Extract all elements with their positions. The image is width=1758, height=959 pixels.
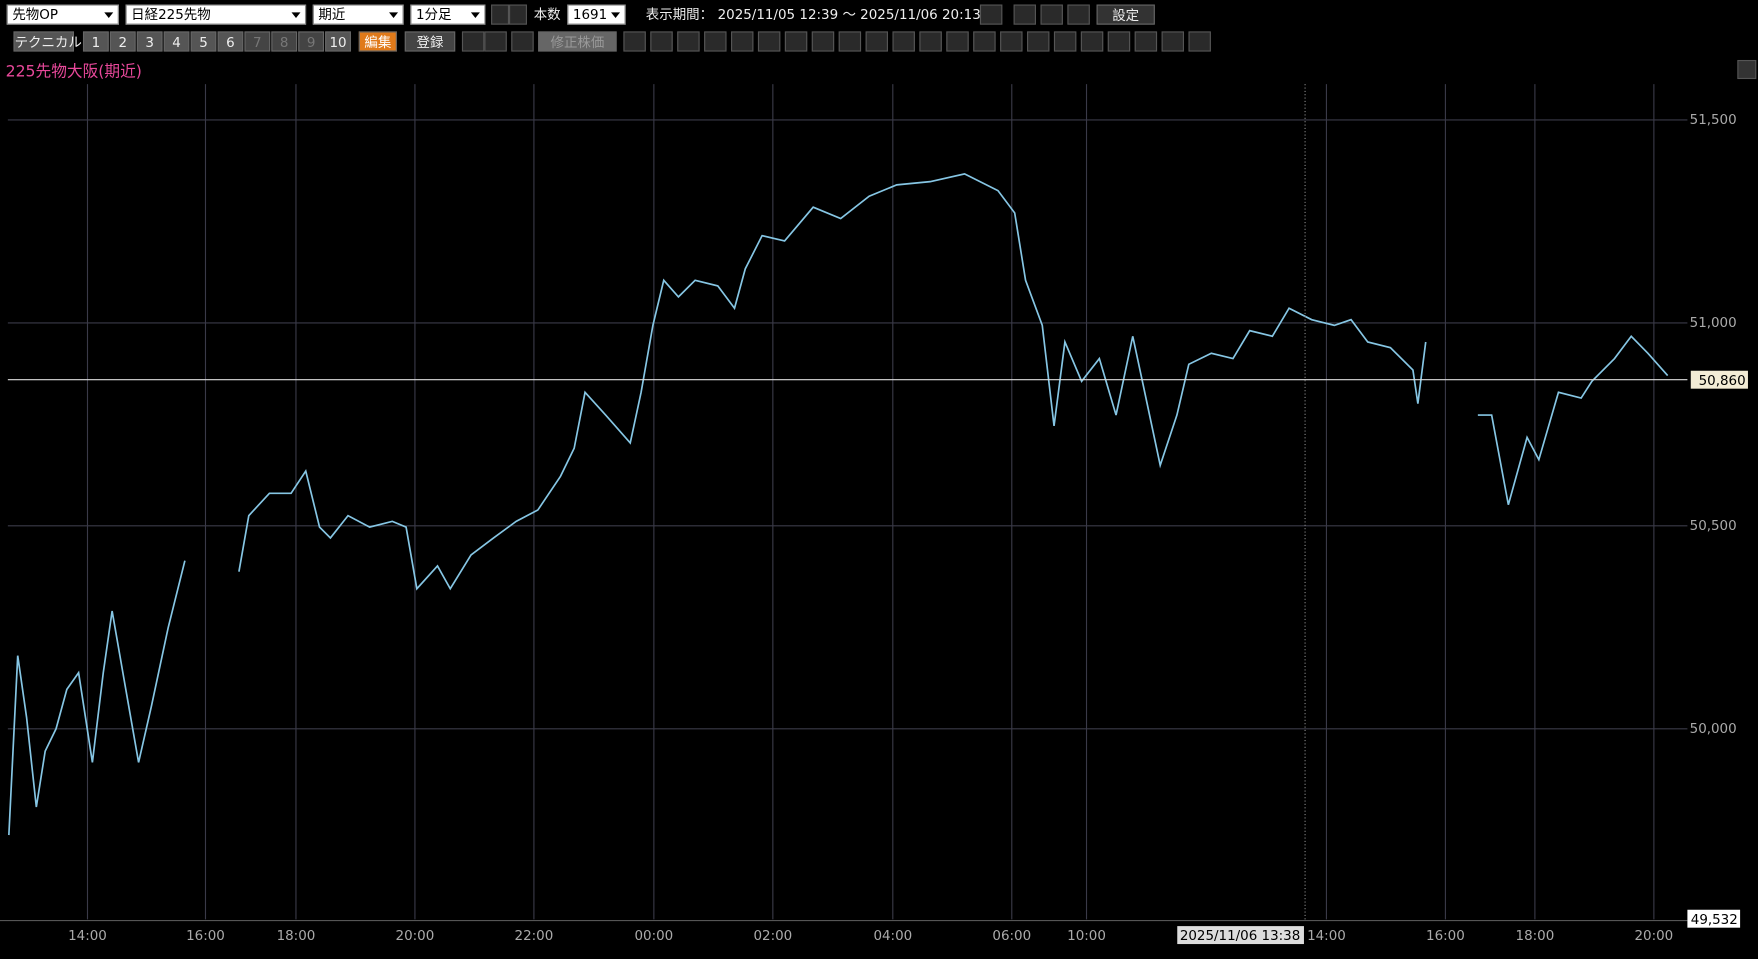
tool-icon[interactable] — [1107, 31, 1131, 52]
x-tick-label: 10:00 — [1067, 929, 1106, 944]
prev-button[interactable] — [491, 4, 510, 25]
min-box — [1687, 909, 1741, 928]
y-tick-label: 50,500 — [1690, 519, 1737, 534]
tool-icon[interactable] — [919, 31, 942, 52]
period: 2025/11/05 12:39 ～ 2025/11/06 20:13 — [717, 6, 981, 23]
y-tick-label: 51,500 — [1690, 113, 1737, 128]
tool-icon[interactable] — [704, 31, 727, 52]
x-tick-label: 00:00 — [635, 929, 674, 944]
number-button[interactable]: 3 — [136, 31, 163, 52]
select[interactable]: 日経225先物 — [125, 4, 307, 25]
x-tick-label: 14:00 — [68, 929, 107, 944]
tool-icon[interactable] — [1080, 31, 1104, 52]
tool-icon[interactable] — [677, 31, 700, 52]
chart-title: 225先物大阪(期近) — [6, 61, 142, 80]
crosshair-box — [1177, 926, 1304, 945]
register-button[interactable]: 登録 — [404, 31, 456, 52]
icon-button[interactable] — [1040, 4, 1063, 25]
tool-icon[interactable] — [892, 31, 915, 52]
count-label: 本数 — [533, 6, 561, 23]
number-button[interactable]: 10 — [325, 31, 351, 52]
tool-icon[interactable] — [757, 31, 781, 52]
select[interactable]: 期近 — [312, 4, 404, 25]
last-price-box — [1690, 370, 1748, 389]
tool-icon[interactable] — [973, 31, 996, 52]
select[interactable]: 1分足 — [410, 4, 486, 25]
tool-icon[interactable] — [865, 31, 888, 52]
x-tick-label: 18:00 — [1516, 929, 1555, 944]
tool-icon[interactable] — [623, 31, 646, 52]
x-tick-label: 18:00 — [277, 929, 316, 944]
last-price-label: 50,860 — [1699, 374, 1746, 389]
number-button[interactable]: 4 — [163, 31, 190, 52]
icon-button[interactable] — [979, 4, 1003, 25]
tool-icon[interactable] — [811, 31, 835, 52]
icon-button[interactable] — [511, 31, 534, 52]
x-tick-label: 16:00 — [1426, 929, 1465, 944]
tool-icon[interactable] — [838, 31, 862, 52]
x-tick-label: 02:00 — [753, 929, 792, 944]
price-line — [8, 173, 1669, 836]
crosshair-label: 2025/11/06 13:38 — [1180, 929, 1300, 944]
tool-icon[interactable] — [1027, 31, 1050, 52]
tool-icon[interactable] — [731, 31, 754, 52]
x-tick-label: 20:00 — [1635, 929, 1674, 944]
select[interactable]: 先物OP — [6, 4, 119, 25]
tool-icon[interactable] — [1053, 31, 1077, 52]
icon-button[interactable] — [461, 31, 485, 52]
tool-icon[interactable] — [1161, 31, 1184, 52]
number-button[interactable]: 2 — [109, 31, 136, 52]
tool-icon[interactable] — [1000, 31, 1023, 52]
tool-icon[interactable] — [946, 31, 969, 52]
x-tick-label: 16:00 — [186, 929, 225, 944]
number-button[interactable]: 5 — [190, 31, 217, 52]
period-label: 表示期間： — [645, 6, 714, 23]
number-button[interactable]: 6 — [217, 31, 244, 52]
technical-button[interactable]: テクニカル — [13, 31, 82, 52]
icon-button[interactable] — [1013, 4, 1036, 25]
x-tick-label: 04:00 — [873, 929, 912, 944]
next-button[interactable] — [509, 4, 527, 25]
x-tick-label: 14:00 — [1307, 929, 1346, 944]
count-input[interactable]: 1691 — [567, 4, 626, 25]
settings-button[interactable]: 設定 — [1096, 4, 1155, 25]
number-button[interactable]: 7 — [244, 31, 271, 52]
collapse-button[interactable] — [1737, 59, 1757, 80]
x-tick-label: 20:00 — [396, 929, 435, 944]
tool-icon[interactable] — [784, 31, 808, 52]
number-button[interactable]: 1 — [82, 31, 109, 52]
tool-icon[interactable] — [1134, 31, 1158, 52]
tool-icon[interactable] — [1188, 31, 1211, 52]
number-button[interactable]: 8 — [271, 31, 298, 52]
y-tick-label: 51,000 — [1690, 316, 1737, 331]
icon-button[interactable] — [1067, 4, 1090, 25]
x-tick-label: 22:00 — [515, 929, 554, 944]
tool-icon[interactable] — [650, 31, 673, 52]
edit-button[interactable]: 編集 — [358, 31, 397, 52]
number-button[interactable]: 9 — [298, 31, 325, 52]
min-label: 49,532 — [1691, 913, 1738, 928]
icon-button[interactable] — [484, 31, 507, 52]
adjusted-button[interactable]: 修正株価 — [538, 31, 617, 52]
y-tick-label: 50,000 — [1690, 722, 1737, 737]
x-tick-label: 06:00 — [992, 929, 1031, 944]
